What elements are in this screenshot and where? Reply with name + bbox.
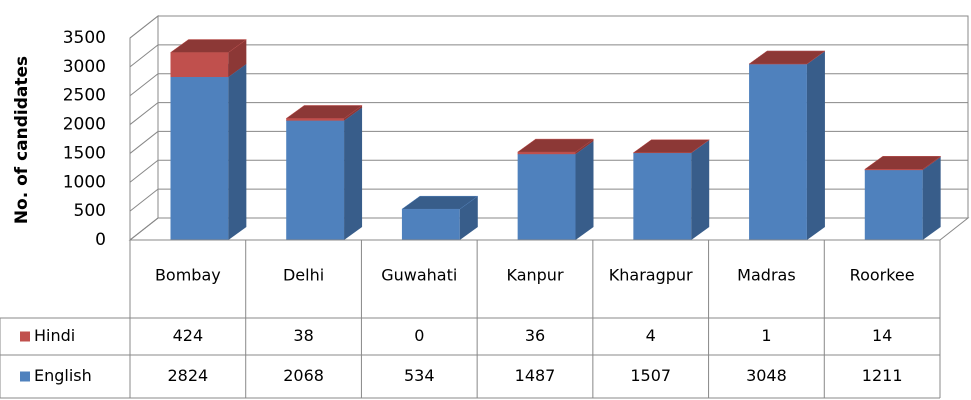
bar-top <box>169 39 248 53</box>
category-label: Madras <box>737 266 795 285</box>
table-value: 1507 <box>630 366 671 385</box>
category-label: Bombay <box>155 266 221 285</box>
bar-front <box>864 169 923 171</box>
bar-front <box>517 154 576 240</box>
legend-swatch <box>20 331 30 342</box>
y-tick-label: 3000 <box>63 57 106 77</box>
bar-front <box>864 170 923 240</box>
table-value: 3048 <box>746 366 787 385</box>
table-value: 2824 <box>167 366 208 385</box>
table-value: 0 <box>414 326 424 345</box>
bar-side <box>806 51 825 241</box>
category-label: Delhi <box>283 266 324 285</box>
bar-top <box>748 50 826 65</box>
bar-front <box>517 152 576 155</box>
bar-front <box>170 52 229 78</box>
legend-label: English <box>34 366 92 385</box>
category-label: Kanpur <box>506 266 563 285</box>
table-value: 1487 <box>515 366 556 385</box>
table-value: 1 <box>761 326 771 345</box>
y-tick-label: 2500 <box>63 86 106 106</box>
y-axis-label: No. of candidates <box>12 56 32 224</box>
table-value: 4 <box>646 326 656 345</box>
bar-side <box>228 39 247 78</box>
bar-side <box>459 196 478 240</box>
grid-line <box>129 15 968 39</box>
bar-front <box>170 77 229 240</box>
table-value: 36 <box>525 326 545 345</box>
bar-top <box>864 156 942 170</box>
bar-side <box>691 140 710 240</box>
legend-label: Hindi <box>34 326 75 345</box>
bar-side <box>344 105 363 121</box>
y-tick-label: 1000 <box>63 172 106 192</box>
legend-swatch <box>20 371 30 382</box>
bar-front <box>286 120 345 240</box>
bar-side <box>922 157 941 240</box>
side-wall <box>129 14 159 242</box>
y-tick-label: 1500 <box>63 143 106 163</box>
bar-front <box>401 209 460 240</box>
bar-side <box>575 139 594 155</box>
y-tick-label: 3500 <box>63 28 106 48</box>
table-value: 14 <box>872 326 892 345</box>
bar-front <box>749 64 807 241</box>
bar-side <box>344 107 363 241</box>
table-value: 1211 <box>862 366 903 385</box>
table-value: 2068 <box>283 366 324 385</box>
table-value: 534 <box>404 366 435 385</box>
grid-line <box>129 73 968 97</box>
category-label: Kharagpur <box>609 266 693 285</box>
grid-line <box>129 130 968 154</box>
bar-front <box>633 153 692 240</box>
table-value: 424 <box>173 326 204 345</box>
category-label: Roorkee <box>850 266 915 285</box>
bar-front <box>286 118 345 121</box>
bar-side <box>575 141 594 240</box>
grid-line <box>129 102 968 125</box>
grid-line <box>129 44 968 68</box>
y-tick-label: 2000 <box>63 115 106 135</box>
bar-top <box>516 138 595 153</box>
bar-side <box>228 64 247 240</box>
bar-top <box>285 105 363 119</box>
y-tick-label: 500 <box>74 201 106 221</box>
bar-top <box>632 139 710 154</box>
y-tick-label: 0 <box>95 230 106 250</box>
table-value: 38 <box>293 326 313 345</box>
category-label: Guwahati <box>381 266 457 285</box>
